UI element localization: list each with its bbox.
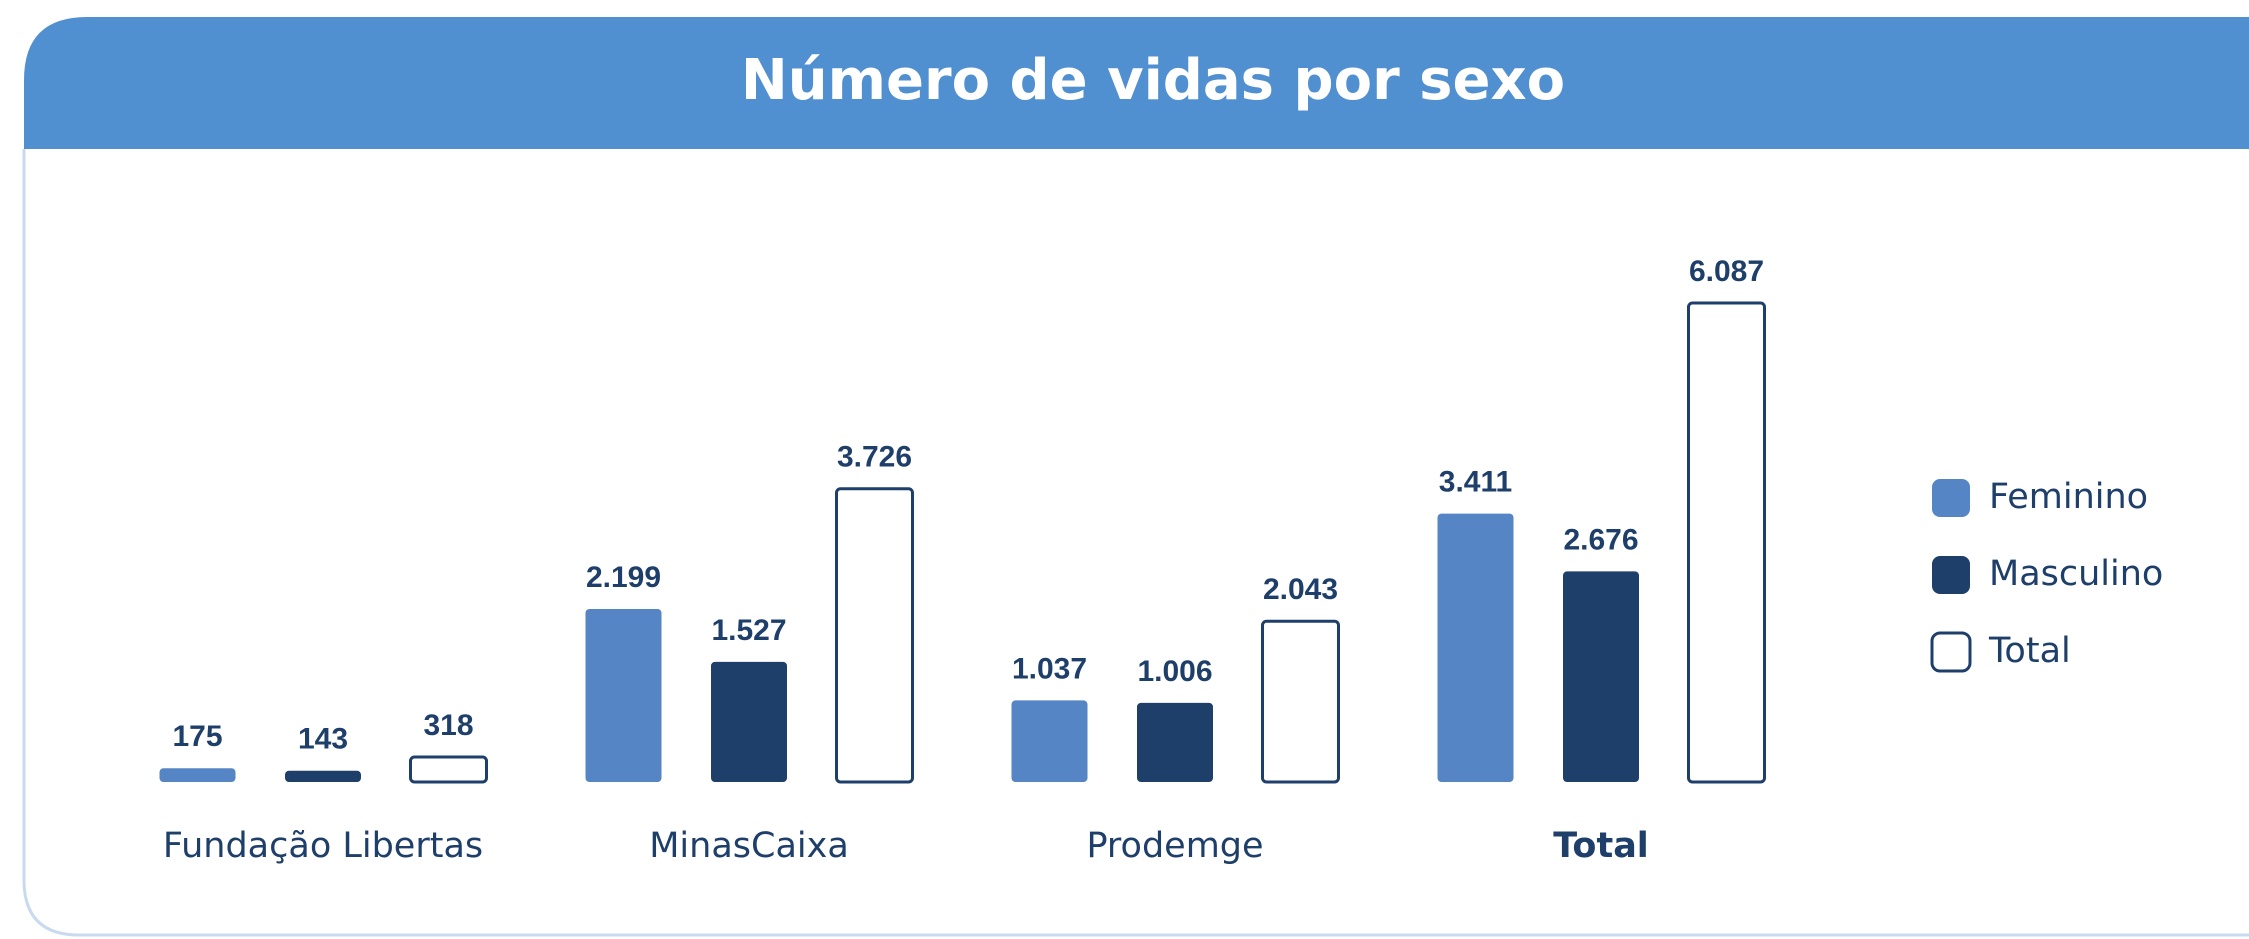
value-label: 2.043 <box>1263 573 1338 606</box>
header <box>24 17 2249 149</box>
bar <box>835 487 914 784</box>
bar <box>409 755 488 784</box>
bar <box>1437 513 1514 782</box>
x-tick-label: Total <box>1553 826 1649 866</box>
x-tick-label: Prodemge <box>1086 826 1263 866</box>
value-label: 143 <box>298 723 348 756</box>
chart-title: Número de vidas por sexo <box>741 48 1565 113</box>
bar <box>159 768 236 782</box>
value-label: 3.411 <box>1439 466 1512 499</box>
x-tick-label: MinasCaixa <box>649 826 849 866</box>
value-label: 1.037 <box>1012 652 1087 685</box>
bar <box>585 608 662 782</box>
value-label: 175 <box>172 720 222 753</box>
value-label: 1.527 <box>711 614 786 647</box>
value-label: 1.006 <box>1137 655 1212 688</box>
value-label: 3.726 <box>837 441 912 474</box>
bar <box>1137 702 1213 782</box>
bar <box>1687 301 1766 784</box>
legend-label: Total <box>1988 631 2071 671</box>
bar <box>1563 571 1639 782</box>
bar <box>1261 619 1340 784</box>
bar <box>711 661 787 782</box>
value-label: 2.676 <box>1563 523 1638 556</box>
value-label: 6.087 <box>1689 255 1764 288</box>
legend-swatch <box>1932 556 1970 594</box>
bar <box>1011 700 1088 782</box>
bar <box>285 770 361 782</box>
legend-swatch <box>1932 479 1970 517</box>
legend-swatch <box>1930 631 1972 673</box>
card-border <box>22 149 2249 937</box>
value-label: 318 <box>423 709 473 742</box>
x-tick-label: Fundação Libertas <box>163 826 483 866</box>
value-label: 2.199 <box>586 561 661 594</box>
legend-label: Masculino <box>1989 554 2163 594</box>
legend-label: Feminino <box>1989 477 2148 517</box>
